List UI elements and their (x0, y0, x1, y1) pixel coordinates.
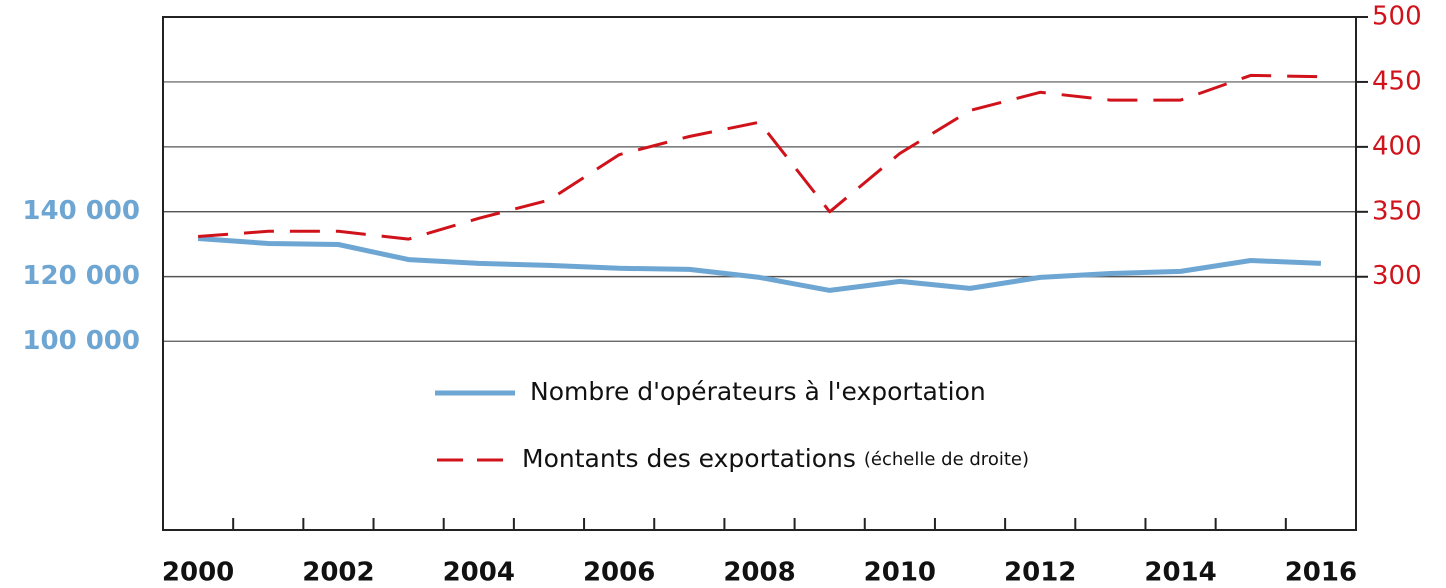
x-tick-label: 2016 (1285, 558, 1357, 588)
legend-label: Montants des exportations (échelle de dro… (522, 444, 1029, 473)
x-tick-label: 2000 (162, 558, 234, 588)
y-tick-label: 100 000 (22, 326, 140, 356)
plot-frame (162, 16, 1357, 531)
x-tick-label: 2014 (1144, 558, 1216, 588)
x-tick-label: 2010 (864, 558, 936, 588)
y2-tick-label: 300 (1372, 261, 1422, 291)
series-line (197, 73, 1321, 241)
x-tick-label: 2008 (723, 558, 795, 588)
y2-tick-label: 400 (1372, 131, 1422, 161)
x-tick-label: 2006 (583, 558, 655, 588)
x-tick-label: 2002 (302, 558, 374, 588)
legend-label: Nombre d'opérateurs à l'exportation (530, 377, 986, 406)
y2-tick-label: 500 (1372, 2, 1422, 32)
grid (163, 16, 1356, 342)
legend-name: Nombre d'opérateurs à l'exportation (530, 377, 986, 406)
legend-note: (échelle de droite) (864, 449, 1029, 470)
legend-name: Montants des exportations (522, 444, 856, 473)
y2-tick-label: 350 (1372, 196, 1422, 226)
x-tick-label: 2004 (443, 558, 515, 588)
y2-tick-label: 450 (1372, 66, 1422, 96)
x-tick-label: 2012 (1004, 558, 1076, 588)
marks (197, 73, 1322, 293)
series-line (197, 236, 1322, 293)
y-tick-label: 140 000 (22, 196, 140, 226)
y-tick-label: 120 000 (22, 261, 140, 291)
